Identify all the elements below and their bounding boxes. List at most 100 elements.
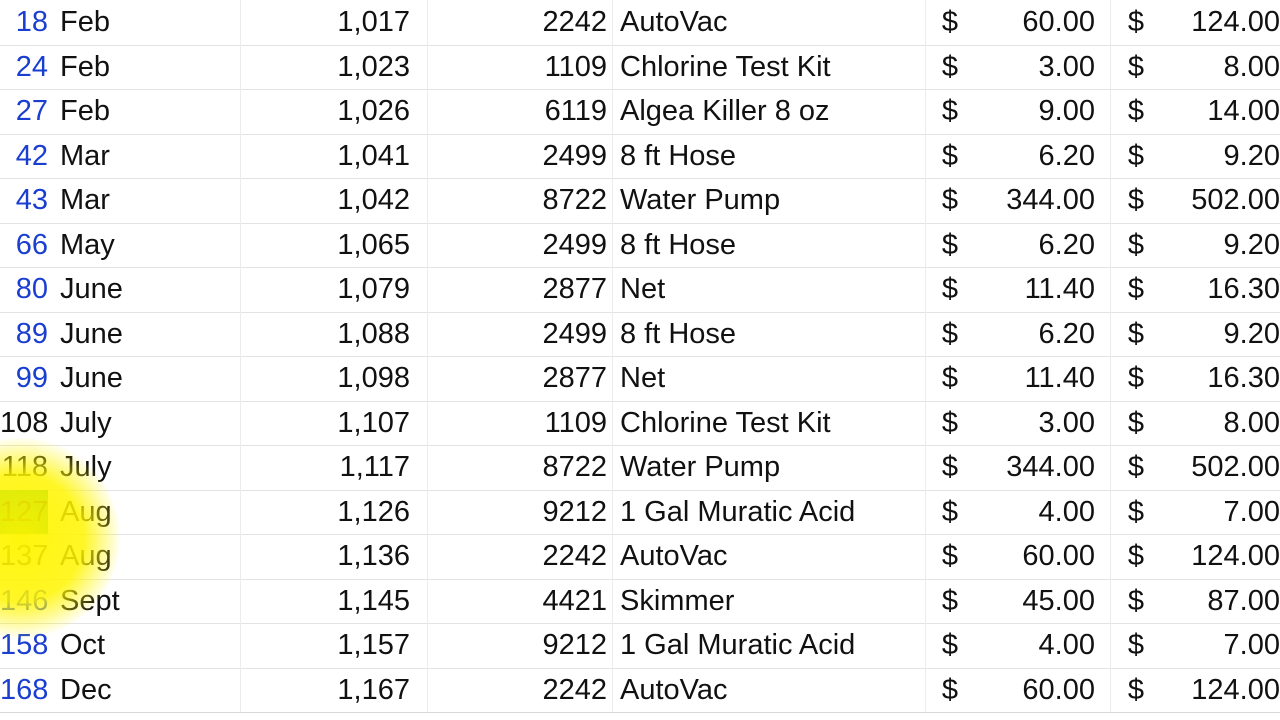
price-currency-cell[interactable]: $	[1127, 451, 1144, 483]
cost-currency-cell[interactable]: $	[941, 50, 958, 83]
product-cell[interactable]: Net	[620, 362, 666, 394]
product-cell[interactable]: 8 ft Hose	[620, 317, 737, 350]
sku-cell[interactable]: 9212	[542, 629, 607, 661]
month-cell[interactable]: Aug	[60, 495, 112, 528]
price-currency-cell[interactable]: $	[1127, 406, 1144, 439]
cost-cell[interactable]: 3.00	[1038, 50, 1095, 83]
cost-cell[interactable]: 6.20	[1038, 228, 1095, 261]
invoice-cell[interactable]: 1,017	[337, 6, 410, 38]
price-currency-cell[interactable]: $	[1127, 629, 1144, 661]
sku-cell[interactable]: 8722	[542, 184, 607, 216]
sku-cell[interactable]: 2499	[542, 139, 607, 172]
cost-currency-cell[interactable]: $	[941, 629, 958, 661]
invoice-cell[interactable]: 1,042	[337, 184, 410, 216]
month-cell[interactable]: Feb	[60, 6, 110, 38]
invoice-cell[interactable]: 1,136	[337, 540, 410, 572]
price-currency-cell[interactable]: $	[1127, 184, 1144, 216]
cost-cell[interactable]: 6.20	[1038, 139, 1095, 172]
price-currency-cell[interactable]: $	[1127, 95, 1144, 127]
sku-cell[interactable]: 1109	[544, 50, 607, 83]
price-cell[interactable]: 124.00	[1191, 540, 1280, 572]
month-cell[interactable]: May	[60, 228, 115, 261]
invoice-cell[interactable]: 1,145	[337, 584, 410, 617]
row-number[interactable]: 168	[0, 673, 49, 706]
product-cell[interactable]: AutoVac	[620, 673, 728, 706]
price-cell[interactable]: 7.00	[1223, 495, 1280, 528]
table-row[interactable]: 127 Aug 1,126 9212 1 Gal Muratic Acid $4.00 $7…	[0, 489, 1280, 535]
product-cell[interactable]: Chlorine Test Kit	[620, 406, 831, 439]
cost-currency-cell[interactable]: $	[941, 317, 958, 350]
month-cell[interactable]: Mar	[60, 184, 110, 216]
cost-cell[interactable]: 9.00	[1038, 95, 1095, 127]
table-row[interactable]: 80 June 1,079 2877 Net $11.40 $16.30	[0, 267, 1280, 313]
price-cell[interactable]: 8.00	[1223, 406, 1280, 439]
row-number[interactable]: 80	[15, 273, 48, 305]
month-cell[interactable]: Dec	[60, 673, 112, 706]
table-row[interactable]: 99 June 1,098 2877 Net $11.40 $16.30	[0, 356, 1280, 402]
sku-cell[interactable]: 2242	[542, 673, 607, 706]
table-row[interactable]: 108 July 1,107 1109 Chlorine Test Kit $3.00 $8…	[0, 400, 1280, 446]
price-currency-cell[interactable]: $	[1127, 673, 1144, 706]
price-cell[interactable]: 14.00	[1207, 95, 1280, 127]
row-number[interactable]: 18	[15, 6, 48, 38]
price-cell[interactable]: 124.00	[1191, 6, 1280, 38]
table-row[interactable]: 158 Oct 1,157 9212 1 Gal Muratic Acid $4.00 $7…	[0, 623, 1280, 669]
table-row[interactable]: 89 June 1,088 2499 8 ft Hose $6.20 $9.20	[0, 311, 1280, 357]
cost-currency-cell[interactable]: $	[941, 584, 958, 617]
month-cell[interactable]: June	[60, 273, 123, 305]
month-cell[interactable]: Sept	[60, 584, 120, 617]
invoice-cell[interactable]: 1,167	[337, 673, 410, 706]
cost-cell[interactable]: 6.20	[1038, 317, 1095, 350]
price-currency-cell[interactable]: $	[1127, 362, 1144, 394]
product-cell[interactable]: Chlorine Test Kit	[620, 50, 831, 83]
product-cell[interactable]: 1 Gal Muratic Acid	[620, 629, 856, 661]
invoice-cell[interactable]: 1,157	[337, 629, 410, 661]
cost-currency-cell[interactable]: $	[941, 184, 958, 216]
sku-cell[interactable]: 9212	[542, 495, 607, 528]
table-row[interactable]: 137 Aug 1,136 2242 AutoVac $60.00 $124.00	[0, 534, 1280, 580]
price-cell[interactable]: 502.00	[1191, 451, 1280, 483]
table-row[interactable]: 168 Dec 1,167 2242 AutoVac $60.00 $124.00	[0, 667, 1280, 713]
month-cell[interactable]: July	[60, 406, 112, 439]
row-number[interactable]: 27	[15, 95, 48, 127]
sku-cell[interactable]: 2877	[542, 362, 607, 394]
price-cell[interactable]: 8.00	[1223, 50, 1280, 83]
month-cell[interactable]: June	[60, 317, 123, 350]
table-row[interactable]: 43 Mar 1,042 8722 Water Pump $344.00 $502.00	[0, 178, 1280, 224]
sku-cell[interactable]: 2877	[542, 273, 607, 305]
row-number[interactable]: 24	[15, 50, 48, 83]
price-currency-cell[interactable]: $	[1127, 540, 1144, 572]
month-cell[interactable]: Feb	[60, 95, 110, 127]
cost-currency-cell[interactable]: $	[941, 228, 958, 261]
table-row[interactable]: 24 Feb 1,023 1109 Chlorine Test Kit $3.00 $8.0…	[0, 44, 1280, 90]
row-number[interactable]: 146	[0, 584, 49, 617]
invoice-cell[interactable]: 1,126	[337, 495, 410, 528]
cost-cell[interactable]: 3.00	[1038, 406, 1095, 439]
cost-cell[interactable]: 60.00	[1022, 540, 1095, 572]
product-cell[interactable]: Skimmer	[620, 584, 735, 617]
invoice-cell[interactable]: 1,041	[337, 139, 410, 172]
table-row[interactable]: 118 July 1,117 8722 Water Pump $344.00 $502.00	[0, 445, 1280, 491]
row-number[interactable]: 42	[15, 139, 48, 172]
cost-cell[interactable]: 60.00	[1022, 673, 1095, 706]
sku-cell[interactable]: 2242	[542, 540, 607, 572]
invoice-cell[interactable]: 1,079	[337, 273, 410, 305]
invoice-cell[interactable]: 1,026	[337, 95, 410, 127]
product-cell[interactable]: Net	[620, 273, 666, 305]
invoice-cell[interactable]: 1,065	[337, 228, 410, 261]
row-number[interactable]: 158	[0, 629, 49, 661]
price-cell[interactable]: 87.00	[1207, 584, 1280, 617]
month-cell[interactable]: Feb	[60, 50, 110, 83]
cost-cell[interactable]: 45.00	[1022, 584, 1095, 617]
table-row[interactable]: 146 Sept 1,145 4421 Skimmer $45.00 $87.00	[0, 578, 1280, 624]
cost-cell[interactable]: 344.00	[1006, 451, 1095, 483]
price-cell[interactable]: 9.20	[1223, 139, 1280, 172]
cost-currency-cell[interactable]: $	[941, 95, 958, 127]
price-currency-cell[interactable]: $	[1127, 317, 1144, 350]
cost-currency-cell[interactable]: $	[941, 6, 958, 38]
cost-currency-cell[interactable]: $	[941, 273, 958, 305]
row-number[interactable]: 99	[15, 362, 48, 394]
product-cell[interactable]: AutoVac	[620, 6, 728, 38]
row-number[interactable]: 89	[15, 317, 48, 350]
